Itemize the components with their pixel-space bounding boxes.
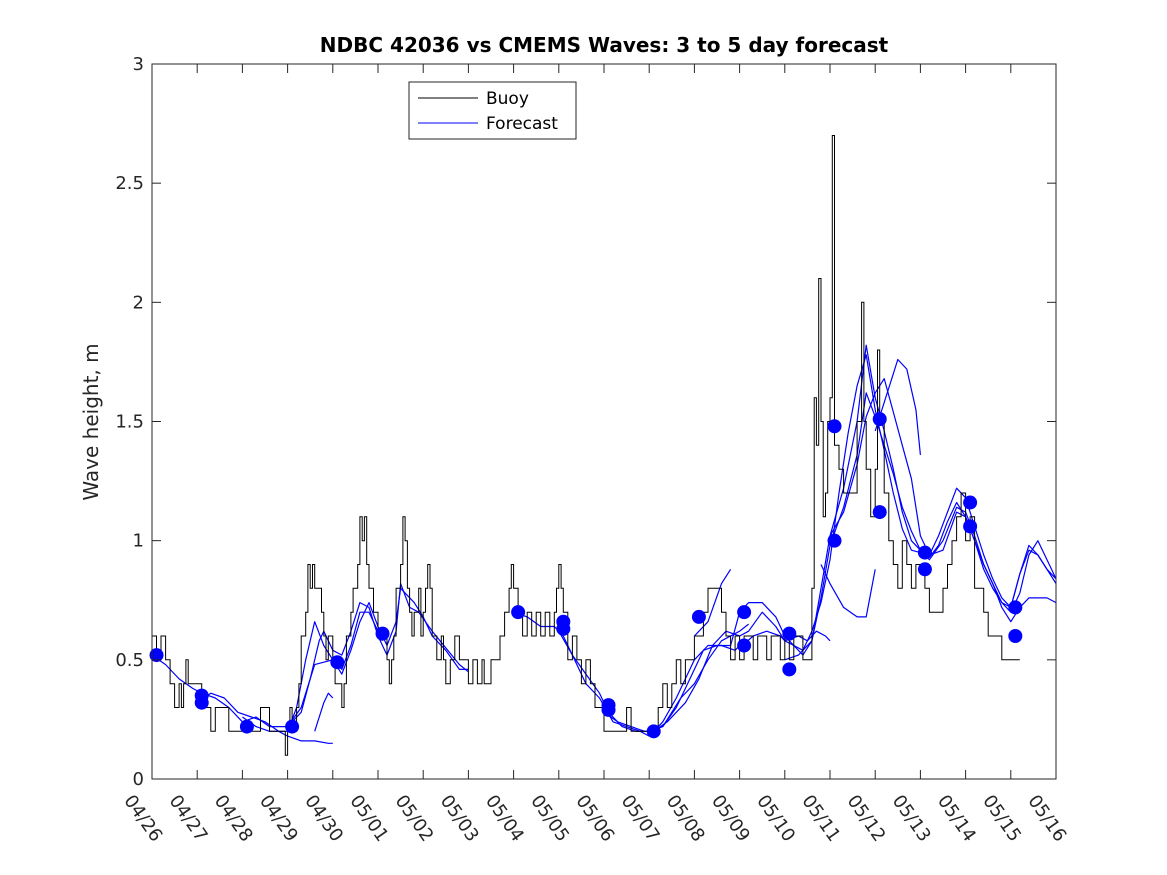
forecast-marker-24 bbox=[963, 495, 978, 510]
forecast-marker-23 bbox=[917, 562, 932, 577]
forecast-marker-19 bbox=[827, 533, 842, 548]
forecast-line-1 bbox=[196, 692, 333, 744]
forecast-marker-17 bbox=[782, 662, 797, 677]
y-tick-label: 1.5 bbox=[115, 412, 144, 433]
legend: Buoy Forecast bbox=[408, 81, 577, 140]
forecast-marker-26 bbox=[1008, 600, 1023, 615]
forecast-marker-9 bbox=[556, 621, 571, 636]
forecast-marker-27 bbox=[1008, 629, 1023, 643]
forecast-marker-15 bbox=[737, 638, 752, 653]
forecast-marker-20 bbox=[872, 412, 887, 427]
plot-area bbox=[149, 64, 1057, 779]
legend-buoy-label: Buoy bbox=[486, 89, 529, 109]
forecast-marker-5 bbox=[330, 655, 345, 670]
forecast-marker-2 bbox=[194, 695, 209, 710]
y-tick-label: 1 bbox=[133, 531, 144, 552]
chart-title: NDBC 42036 vs CMEMS Waves: 3 to 5 day fo… bbox=[320, 33, 889, 57]
y-tick-label: 2 bbox=[133, 292, 144, 313]
buoy-line bbox=[152, 135, 1020, 756]
forecast-line-12 bbox=[820, 564, 876, 618]
y-tick-label: 0.5 bbox=[115, 650, 144, 671]
forecast-line-15 bbox=[920, 487, 1057, 609]
plot-background bbox=[152, 64, 1056, 779]
forecast-marker-21 bbox=[872, 505, 887, 520]
legend-forecast-label: Forecast bbox=[486, 114, 558, 134]
y-tick-label: 3 bbox=[133, 54, 144, 75]
forecast-line-14 bbox=[874, 358, 921, 455]
forecast-line-13 bbox=[829, 378, 1057, 613]
forecast-marker-7 bbox=[511, 605, 526, 620]
forecast-marker-0 bbox=[149, 648, 164, 663]
forecast-marker-16 bbox=[782, 626, 797, 641]
y-axis-label: Wave height, m bbox=[79, 343, 103, 500]
y-tick-label: 2.5 bbox=[115, 173, 144, 194]
forecast-marker-6 bbox=[375, 626, 390, 641]
forecast-line-5 bbox=[513, 611, 749, 732]
y-tick-label: 0 bbox=[133, 769, 144, 790]
forecast-marker-25 bbox=[963, 519, 978, 534]
forecast-marker-12 bbox=[646, 724, 661, 739]
forecast-marker-13 bbox=[691, 609, 706, 624]
forecast-marker-4 bbox=[285, 719, 300, 734]
forecast-line-9 bbox=[693, 568, 732, 637]
forecast-marker-22 bbox=[917, 545, 932, 560]
forecast-marker-3 bbox=[239, 719, 254, 734]
forecast-line-4 bbox=[314, 692, 334, 732]
forecast-marker-11 bbox=[601, 702, 616, 717]
forecast-marker-14 bbox=[737, 605, 752, 620]
forecast-marker-18 bbox=[827, 419, 842, 434]
legend-box bbox=[408, 81, 577, 140]
